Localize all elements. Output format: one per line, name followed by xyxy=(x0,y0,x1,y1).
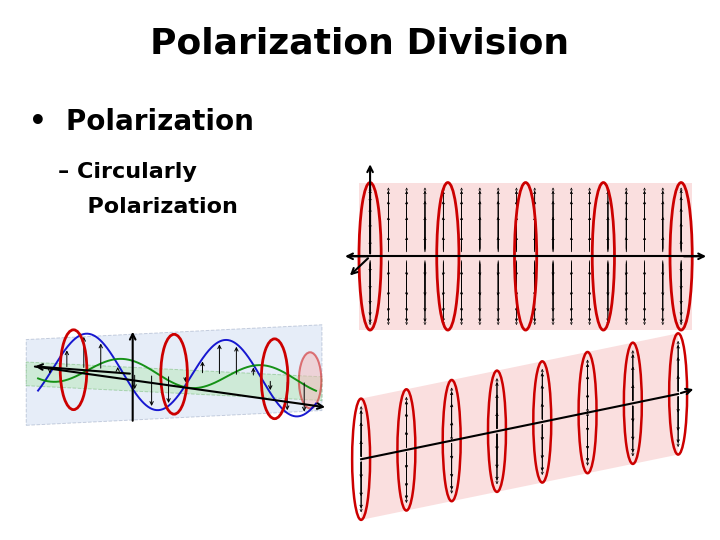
Polygon shape xyxy=(361,333,678,520)
Text: •  Polarization: • Polarization xyxy=(29,108,253,136)
Polygon shape xyxy=(359,183,692,330)
Text: – Circularly: – Circularly xyxy=(58,162,197,182)
Polygon shape xyxy=(26,325,322,426)
Text: Polarization: Polarization xyxy=(72,197,238,217)
Polygon shape xyxy=(26,362,322,401)
Text: Polarization Division: Polarization Division xyxy=(150,27,570,61)
Ellipse shape xyxy=(299,352,321,408)
